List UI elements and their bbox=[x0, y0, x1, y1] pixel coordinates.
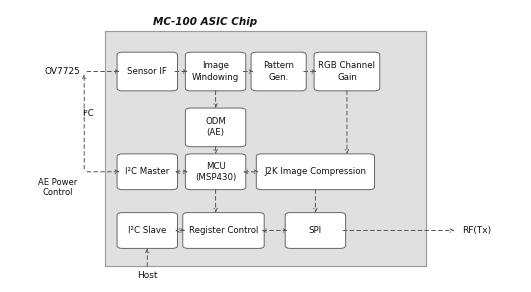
FancyBboxPatch shape bbox=[117, 213, 177, 248]
Text: ODM
(AE): ODM (AE) bbox=[205, 117, 226, 138]
FancyBboxPatch shape bbox=[117, 154, 177, 190]
Text: Sensor IF: Sensor IF bbox=[127, 67, 167, 76]
Text: I²C Master: I²C Master bbox=[125, 167, 169, 176]
Text: I²C: I²C bbox=[83, 109, 94, 118]
Text: Pattern
Gen.: Pattern Gen. bbox=[263, 62, 294, 81]
Text: AE Power
Control: AE Power Control bbox=[38, 178, 78, 197]
Text: Image
Windowing: Image Windowing bbox=[192, 62, 239, 81]
FancyBboxPatch shape bbox=[251, 52, 306, 91]
FancyBboxPatch shape bbox=[285, 213, 346, 248]
FancyBboxPatch shape bbox=[185, 154, 246, 190]
Text: RGB Channel
Gain: RGB Channel Gain bbox=[319, 62, 375, 81]
Text: OV7725: OV7725 bbox=[45, 67, 81, 76]
FancyBboxPatch shape bbox=[256, 154, 374, 190]
Text: J2K Image Compression: J2K Image Compression bbox=[264, 167, 366, 176]
Text: RF(Tx): RF(Tx) bbox=[463, 226, 492, 235]
Text: MC-100 ASIC Chip: MC-100 ASIC Chip bbox=[152, 17, 256, 27]
FancyBboxPatch shape bbox=[105, 32, 426, 266]
Text: I²C Slave: I²C Slave bbox=[128, 226, 166, 235]
Text: MCU
(MSP430): MCU (MSP430) bbox=[195, 162, 236, 182]
Text: Register Control: Register Control bbox=[189, 226, 258, 235]
Text: Host: Host bbox=[137, 271, 158, 280]
FancyBboxPatch shape bbox=[185, 108, 246, 147]
Text: SPI: SPI bbox=[309, 226, 322, 235]
FancyBboxPatch shape bbox=[314, 52, 380, 91]
FancyBboxPatch shape bbox=[185, 52, 246, 91]
FancyBboxPatch shape bbox=[117, 52, 177, 91]
FancyBboxPatch shape bbox=[183, 213, 264, 248]
